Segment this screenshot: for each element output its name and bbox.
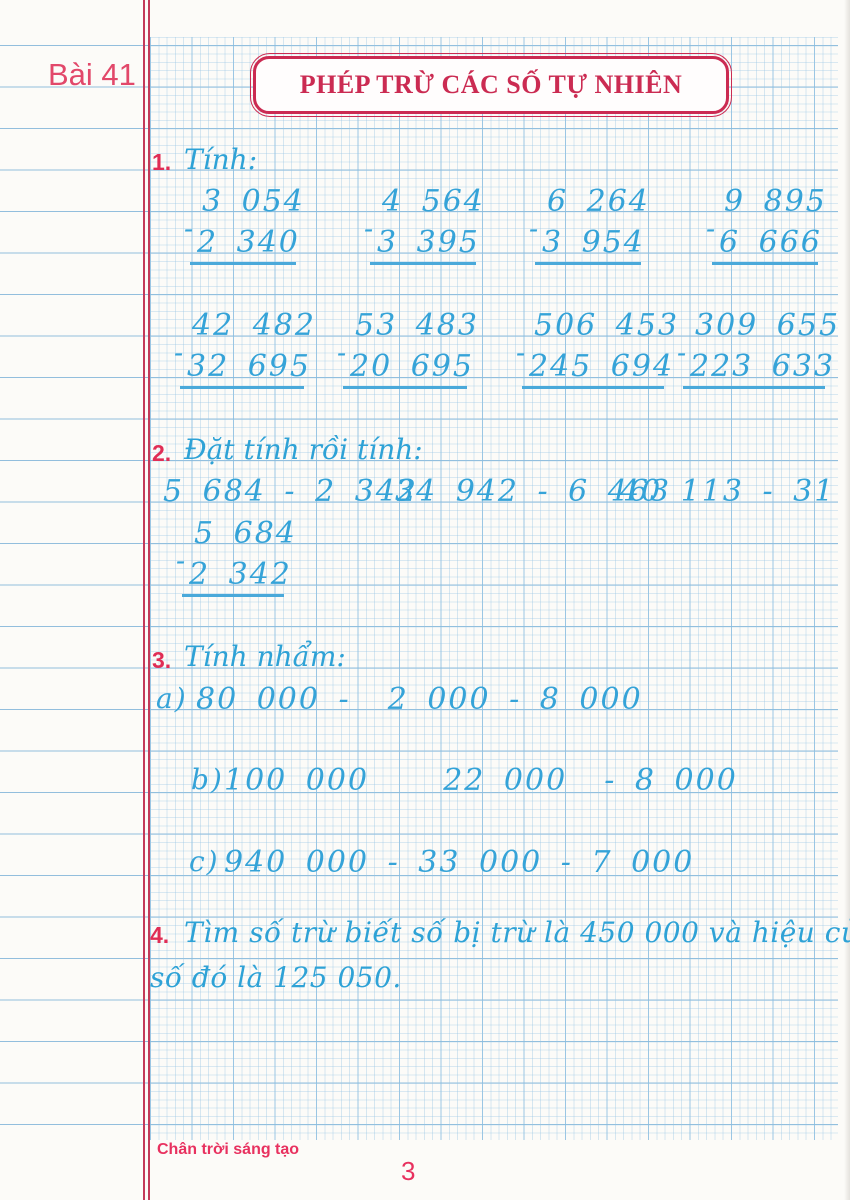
exercise-1-number: 1. (152, 149, 172, 175)
subtraction-problem: 9 895 - 6 666 (706, 184, 827, 265)
minuend: 5 684 (194, 516, 297, 551)
minuend: 42 482 (192, 308, 316, 343)
minus-sign: - (516, 338, 526, 369)
answer-line (190, 262, 296, 265)
subtraction-problem: 6 264 - 3 954 (529, 184, 650, 265)
margin-line (143, 0, 145, 1200)
answer-line (522, 386, 664, 389)
exercise-4-number: 4. (150, 922, 170, 948)
minus-sign: - (529, 214, 539, 245)
item-letter: c) (189, 845, 220, 878)
subtrahend: 2 340 (197, 225, 300, 260)
subtraction-problem: 309 655 - 223 633 (677, 308, 841, 389)
subtrahend: 3 954 (542, 225, 645, 260)
problem-text: số đó là 125 050. (150, 961, 402, 994)
exercise-3-label: Tính nhẩm: (184, 640, 346, 673)
minus-sign: - (706, 214, 716, 245)
expression: 100 000 22 000 - 8 000 (224, 763, 738, 798)
minuend: 309 655 (695, 308, 841, 343)
subtraction-problem: 53 483 - 20 695 (337, 308, 479, 389)
page-number: 3 (401, 1156, 416, 1186)
minus-sign: - (184, 214, 194, 245)
subtraction-problem: 5 684 - 2 342 (176, 516, 297, 597)
subtrahend: 32 695 (187, 349, 311, 384)
lesson-title: PHÉP TRỪ CÁC SỐ TỰ NHIÊN (299, 70, 683, 99)
minuend: 6 264 (547, 184, 650, 219)
minus-sign: - (364, 214, 374, 245)
minuend: 9 895 (724, 184, 827, 219)
expression: 80 000 - 2 000 - 8 000 (196, 682, 643, 717)
expression: 34 942 - 6 463 (395, 474, 672, 509)
minuend: 506 453 (534, 308, 680, 343)
margin-line (148, 0, 150, 1200)
subtraction-problem: 42 482 - 32 695 (174, 308, 316, 389)
expression: 940 000 - 33 000 - 7 000 (224, 845, 695, 880)
subtraction-problem: 506 453 - 245 694 (516, 308, 680, 389)
item-letter: b) (191, 763, 224, 796)
minuend: 3 054 (202, 184, 305, 219)
lesson-number: Bài 41 (48, 57, 136, 92)
subtraction-problem: 4 564 - 3 395 (364, 184, 485, 265)
exercise-2-number: 2. (152, 440, 172, 466)
lesson-title-box: PHÉP TRỪ CÁC SỐ TỰ NHIÊN (250, 53, 732, 117)
subtrahend: 6 666 (719, 225, 822, 260)
footer-brand: Chân trời sáng tạo (157, 1141, 300, 1158)
expression: 5 684 - 2 342 (163, 474, 418, 509)
minus-sign: - (174, 338, 184, 369)
minuend: 4 564 (382, 184, 485, 219)
subtraction-problem: 3 054 - 2 340 (184, 184, 305, 265)
answer-line (182, 594, 284, 597)
minus-sign: - (337, 338, 347, 369)
subtrahend: 223 633 (690, 349, 836, 384)
subtrahend: 20 695 (350, 349, 474, 384)
answer-line (370, 262, 476, 265)
minus-sign: - (176, 546, 186, 577)
subtrahend: 2 342 (189, 557, 292, 592)
item-letter: a) (156, 682, 188, 715)
answer-line (683, 386, 825, 389)
answer-line (343, 386, 467, 389)
answer-line (712, 262, 818, 265)
expression: 40 113 - 31 459 (620, 474, 836, 509)
exercise-3-number: 3. (152, 647, 172, 673)
answer-line (535, 262, 641, 265)
problem-text: Tìm số trừ biết số bị trừ là 450 000 và … (184, 916, 850, 949)
subtrahend: 245 694 (529, 349, 675, 384)
subtrahend: 3 395 (377, 225, 480, 260)
minus-sign: - (677, 338, 687, 369)
exercise-1-label: Tính: (184, 143, 258, 176)
page-edge (844, 0, 850, 1200)
exercise-2-label: Đặt tính rồi tính: (184, 433, 423, 466)
answer-line (180, 386, 304, 389)
minuend: 53 483 (355, 308, 479, 343)
